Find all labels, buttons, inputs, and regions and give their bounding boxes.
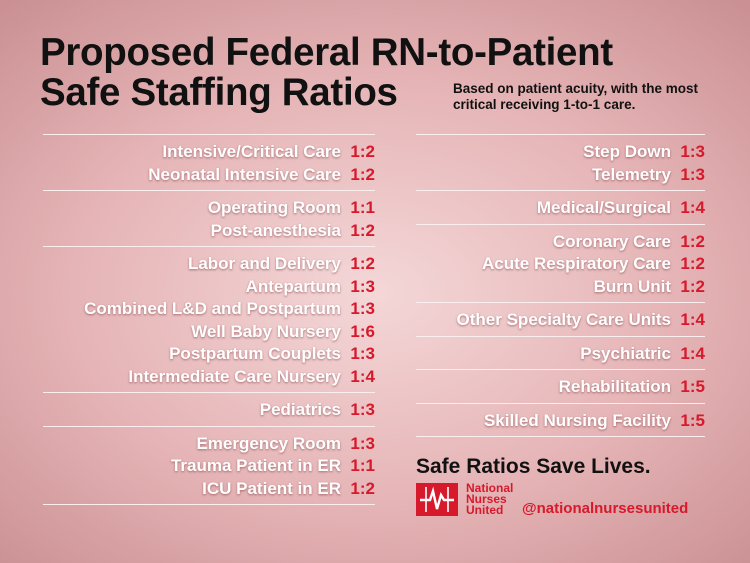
ratio-row: Rehabilitation 1:5 — [416, 376, 705, 399]
unit-label: Combined L&D and Postpartum — [84, 299, 341, 319]
org-name-line-1: National — [466, 481, 514, 495]
unit-label: Post-anesthesia — [210, 220, 341, 240]
ratio-row: Psychiatric 1:4 — [416, 343, 705, 366]
ratio-row: Coronary Care 1:2 — [416, 231, 705, 254]
ratio-value: 1:4 — [350, 366, 375, 386]
unit-label: Operating Room — [207, 198, 341, 218]
unit-label: Pediatrics — [259, 400, 341, 420]
ratio-value: 1:2 — [680, 254, 705, 274]
unit-label: Burn Unit — [593, 276, 671, 296]
unit-label: Antepartum — [245, 276, 341, 296]
right-ratio-column: Step Down 1:3 Telemetry 1:3 Medical/Surgical… — [416, 134, 705, 437]
unit-label: Psychiatric — [580, 343, 671, 363]
unit-label: Telemetry — [591, 164, 671, 184]
ratio-value: 1:3 — [350, 276, 375, 296]
subtitle: Based on patient acuity, with the most c… — [453, 81, 699, 112]
ratio-value: 1:3 — [350, 433, 375, 453]
unit-label: Trauma Patient in ER — [170, 456, 341, 476]
ratio-value: 1:1 — [350, 198, 375, 218]
tagline: Safe Ratios Save Lives. — [416, 455, 651, 478]
unit-label: Neonatal Intensive Care — [148, 164, 341, 184]
page-title: Proposed Federal RN-to-Patient Safe Staf… — [40, 33, 613, 113]
ratio-row: Operating Room 1:1 — [43, 197, 375, 220]
org-name: National Nurses United — [466, 481, 514, 517]
unit-label: Coronary Care — [552, 231, 671, 251]
left-ratio-column: Intensive/Critical Care 1:2 Neonatal Inten… — [43, 134, 375, 505]
ratio-row: Pediatrics 1:3 — [43, 399, 375, 422]
unit-label: Skilled Nursing Facility — [483, 410, 671, 430]
title-line-2: Safe Staffing Ratios — [40, 71, 398, 114]
unit-label: Postpartum Couplets — [169, 344, 341, 364]
ratio-value: 1:2 — [350, 220, 375, 240]
ratio-group: Step Down 1:3 Telemetry 1:3 — [416, 134, 705, 190]
ratio-row: Burn Unit 1:2 — [416, 276, 705, 299]
ratio-row: Neonatal Intensive Care 1:2 — [43, 164, 375, 187]
ratio-value: 1:3 — [350, 299, 375, 319]
org-name-line-3: United — [466, 503, 504, 517]
ratio-value: 1:3 — [680, 164, 705, 184]
ratio-row: Intensive/Critical Care 1:2 — [43, 141, 375, 164]
ratio-value: 1:6 — [350, 321, 375, 341]
ratio-row: Emergency Room 1:3 — [43, 433, 375, 456]
ratio-row: ICU Patient in ER 1:2 — [43, 478, 375, 501]
ratio-value: 1:1 — [350, 456, 375, 476]
title-line-1: Proposed Federal RN-to-Patient — [40, 31, 613, 74]
ratio-row: Intermediate Care Nursery 1:4 — [43, 366, 375, 389]
ratio-row: Trauma Patient in ER 1:1 — [43, 455, 375, 478]
ratio-value: 1:2 — [350, 254, 375, 274]
unit-label: Medical/Surgical — [536, 198, 671, 218]
unit-label: Acute Respiratory Care — [482, 254, 671, 274]
ratio-value: 1:4 — [680, 343, 705, 363]
ratio-value: 1:2 — [680, 231, 705, 251]
ratio-row: Labor and Delivery 1:2 — [43, 253, 375, 276]
ratio-group: Intensive/Critical Care 1:2 Neonatal Inten… — [43, 134, 375, 190]
ratio-row: Antepartum 1:3 — [43, 276, 375, 299]
ratio-group: Pediatrics 1:3 — [43, 392, 375, 426]
ratio-row: Other Specialty Care Units 1:4 — [416, 309, 705, 332]
unit-label: Emergency Room — [196, 433, 341, 453]
ratio-row: Acute Respiratory Care 1:2 — [416, 253, 705, 276]
unit-label: Well Baby Nursery — [191, 321, 341, 341]
heartbeat-pulse-icon — [420, 486, 454, 512]
ratio-row: Combined L&D and Postpartum 1:3 — [43, 298, 375, 321]
ratio-value: 1:2 — [680, 276, 705, 296]
unit-label: ICU Patient in ER — [202, 478, 341, 498]
unit-label: Intermediate Care Nursery — [128, 366, 341, 386]
ratio-value: 1:3 — [350, 344, 375, 364]
social-handle[interactable]: @nationalnursesunited — [522, 500, 689, 517]
ratio-row: Post-anesthesia 1:2 — [43, 220, 375, 243]
ratio-group: Emergency Room 1:3 Trauma Patient in ER 1:1… — [43, 425, 375, 505]
ratio-value: 1:5 — [680, 377, 705, 397]
org-name-line-2: Nurses — [466, 492, 507, 506]
ratio-value: 1:2 — [350, 164, 375, 184]
ratio-row: Postpartum Couplets 1:3 — [43, 343, 375, 366]
ratio-group: Medical/Surgical 1:4 — [416, 190, 705, 224]
unit-label: Rehabilitation — [558, 377, 671, 397]
ratio-row: Skilled Nursing Facility 1:5 — [416, 410, 705, 433]
ratio-value: 1:3 — [350, 400, 375, 420]
ratio-group: Rehabilitation 1:5 — [416, 369, 705, 403]
ratio-row: Medical/Surgical 1:4 — [416, 197, 705, 220]
ratio-value: 1:2 — [350, 142, 375, 162]
ratio-row: Well Baby Nursery 1:6 — [43, 321, 375, 344]
ratio-value: 1:3 — [680, 142, 705, 162]
ratio-group: Labor and Delivery 1:2 Antepartum 1:3 Combin… — [43, 246, 375, 392]
ratio-group: Coronary Care 1:2 Acute Respiratory Care 1:… — [416, 223, 705, 303]
unit-label: Step Down — [583, 142, 671, 162]
ratio-group: Other Specialty Care Units 1:4 — [416, 302, 705, 336]
nnu-logo — [416, 483, 458, 516]
ratio-value: 1:4 — [680, 198, 705, 218]
ratio-row: Step Down 1:3 — [416, 141, 705, 164]
unit-label: Other Specialty Care Units — [456, 310, 671, 330]
ratio-value: 1:2 — [350, 478, 375, 498]
unit-label: Intensive/Critical Care — [162, 142, 341, 162]
ratio-row: Telemetry 1:3 — [416, 164, 705, 187]
ratio-group: Operating Room 1:1 Post-anesthesia 1:2 — [43, 190, 375, 246]
ratio-group: Psychiatric 1:4 — [416, 335, 705, 370]
ratio-group: Skilled Nursing Facility 1:5 — [416, 402, 705, 437]
ratio-value: 1:4 — [680, 310, 705, 330]
ratio-value: 1:5 — [680, 410, 705, 430]
unit-label: Labor and Delivery — [187, 254, 341, 274]
